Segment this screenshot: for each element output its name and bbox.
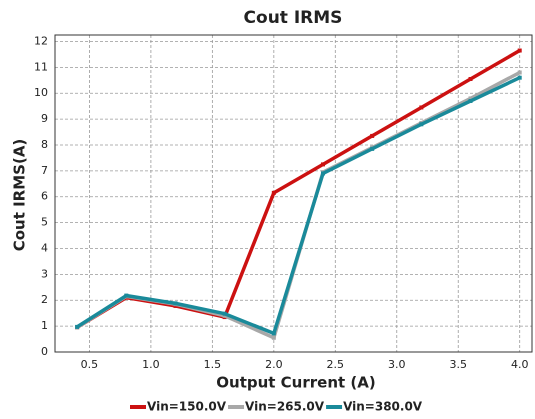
series-line: [76, 49, 521, 329]
y-tick-label: 2: [41, 293, 48, 306]
point: [517, 75, 522, 80]
x-tick-label: 1.0: [142, 358, 160, 371]
point: [321, 171, 326, 176]
x-axis-label: Output Current (A): [216, 374, 375, 392]
x-tick-label: 2.0: [265, 358, 283, 371]
x-tick-label: 0.5: [81, 358, 99, 371]
point: [173, 301, 178, 306]
y-tick-label: 11: [34, 60, 48, 73]
point: [271, 190, 276, 195]
y-tick-label: 3: [41, 267, 48, 280]
y-tick-label: 5: [41, 216, 48, 229]
point: [271, 335, 276, 340]
legend-label: Vin=380.0V: [343, 400, 423, 414]
y-axis-label: Cout IRMS(A): [11, 139, 29, 252]
point: [124, 293, 129, 298]
x-tick-label: 4.0: [511, 358, 529, 371]
y-tick-label: 8: [41, 138, 48, 151]
x-tick-label: 2.5: [327, 358, 345, 371]
series-line: [76, 76, 521, 336]
point: [468, 98, 473, 103]
point: [370, 146, 375, 151]
chart-title: Cout IRMS: [244, 8, 343, 28]
legend-label: Vin=265.0V: [245, 400, 325, 414]
y-tick-label: 1: [41, 319, 48, 332]
x-tick-label: 3.5: [449, 358, 467, 371]
y-tick-label: 0: [41, 345, 48, 358]
point: [222, 313, 227, 318]
y-tick-label: 6: [41, 190, 48, 203]
x-tick-label: 1.5: [204, 358, 222, 371]
point: [222, 311, 227, 316]
plot-frame: [54, 34, 533, 353]
y-tick-label: 12: [34, 34, 48, 47]
point: [419, 122, 424, 127]
point: [271, 331, 276, 336]
x-tick-label: 3.0: [388, 358, 406, 371]
point: [370, 133, 375, 138]
point: [468, 76, 473, 81]
y-tick-label: 4: [41, 241, 48, 254]
point: [75, 324, 80, 329]
point: [321, 162, 326, 167]
point: [517, 70, 522, 75]
point: [419, 105, 424, 110]
point: [517, 48, 522, 53]
legend-label: Vin=150.0V: [147, 400, 227, 414]
y-tick-label: 7: [41, 164, 48, 177]
y-tick-label: 9: [41, 112, 48, 125]
point: [468, 96, 473, 101]
y-tick-label: 10: [34, 86, 48, 99]
